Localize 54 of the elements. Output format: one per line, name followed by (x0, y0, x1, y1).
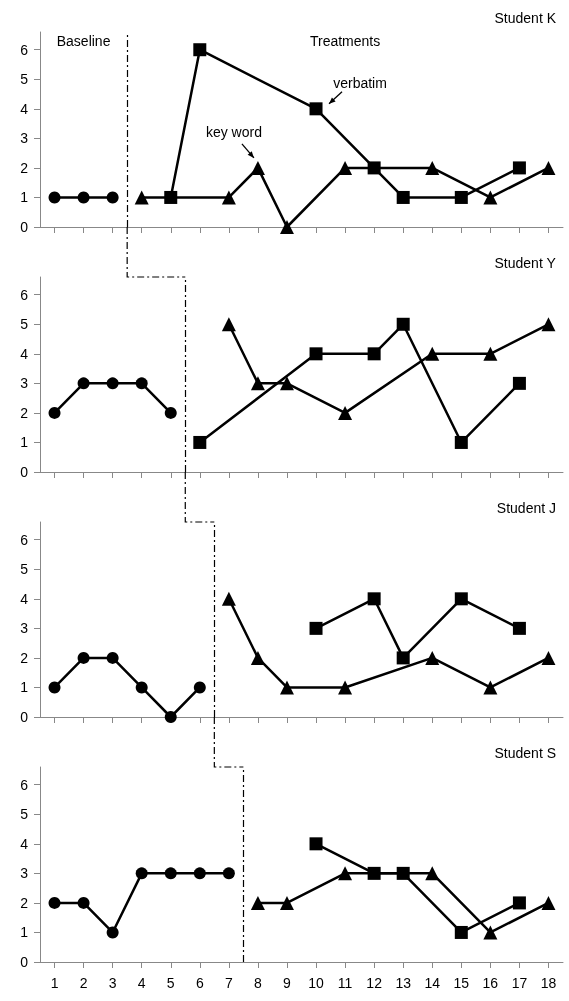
y-tick-label: 3 (20, 620, 29, 637)
x-tick-label: 12 (366, 975, 383, 991)
x-tick-label: 9 (283, 975, 292, 991)
y-tick-label: 1 (20, 189, 29, 206)
y-tick-label: 0 (20, 709, 29, 725)
x-tick-label: 14 (424, 975, 441, 991)
y-tick-label: 1 (20, 434, 29, 451)
x-tick-label: 1 (50, 975, 59, 991)
x-tick-label: 17 (511, 975, 528, 991)
annotation: key word (205, 123, 262, 140)
x-tick-label: 5 (166, 975, 175, 991)
y-tick-label: 6 (20, 776, 29, 793)
chart-title: Student J (496, 500, 556, 516)
y-tick-label: 0 (20, 954, 29, 970)
y-tick-label: 5 (20, 561, 29, 578)
y-tick-label: 0 (20, 464, 29, 480)
x-tick-label: 2 (79, 975, 88, 991)
annotation: verbatim (333, 74, 387, 91)
y-tick-label: 2 (20, 404, 29, 421)
y-tick-label: 5 (20, 71, 29, 88)
annotation: Baseline (56, 33, 111, 49)
y-tick-label: 3 (20, 375, 29, 392)
y-tick-label: 4 (20, 590, 29, 607)
y-tick-label: 2 (20, 649, 29, 666)
y-tick-label: 2 (20, 159, 29, 176)
x-tick-label: 18 (540, 975, 557, 991)
y-tick-label: 4 (20, 835, 29, 852)
x-tick-label: 11 (337, 975, 353, 991)
y-tick-label: 6 (20, 531, 29, 548)
y-tick-label: 1 (20, 924, 29, 941)
y-tick-label: 1 (20, 679, 29, 696)
chart-title: Student K (494, 10, 557, 26)
x-tick-label: 3 (108, 975, 117, 991)
y-tick-label: 5 (20, 806, 29, 823)
y-tick-label: 5 (20, 316, 29, 333)
x-tick-label: 8 (254, 975, 263, 991)
x-tick-label: 16 (482, 975, 499, 991)
x-tick-label: 10 (308, 975, 325, 991)
y-tick-label: 0 (20, 219, 29, 235)
x-tick-label: 15 (453, 975, 470, 991)
y-tick-label: 2 (20, 894, 29, 911)
chart-title: Student Y (494, 255, 557, 271)
y-tick-label: 4 (20, 100, 29, 117)
y-tick-label: 3 (20, 865, 29, 882)
chart-title: Student S (494, 745, 557, 761)
y-tick-label: 6 (20, 41, 29, 58)
x-tick-label: 13 (395, 975, 412, 991)
y-tick-label: 4 (20, 345, 29, 362)
y-tick-label: 6 (20, 286, 29, 303)
x-tick-label: 4 (137, 975, 146, 991)
annotation: Treatments (309, 33, 381, 49)
x-tick-label: 7 (224, 975, 233, 991)
y-tick-label: 3 (20, 130, 29, 147)
x-tick-label: 6 (195, 975, 204, 991)
